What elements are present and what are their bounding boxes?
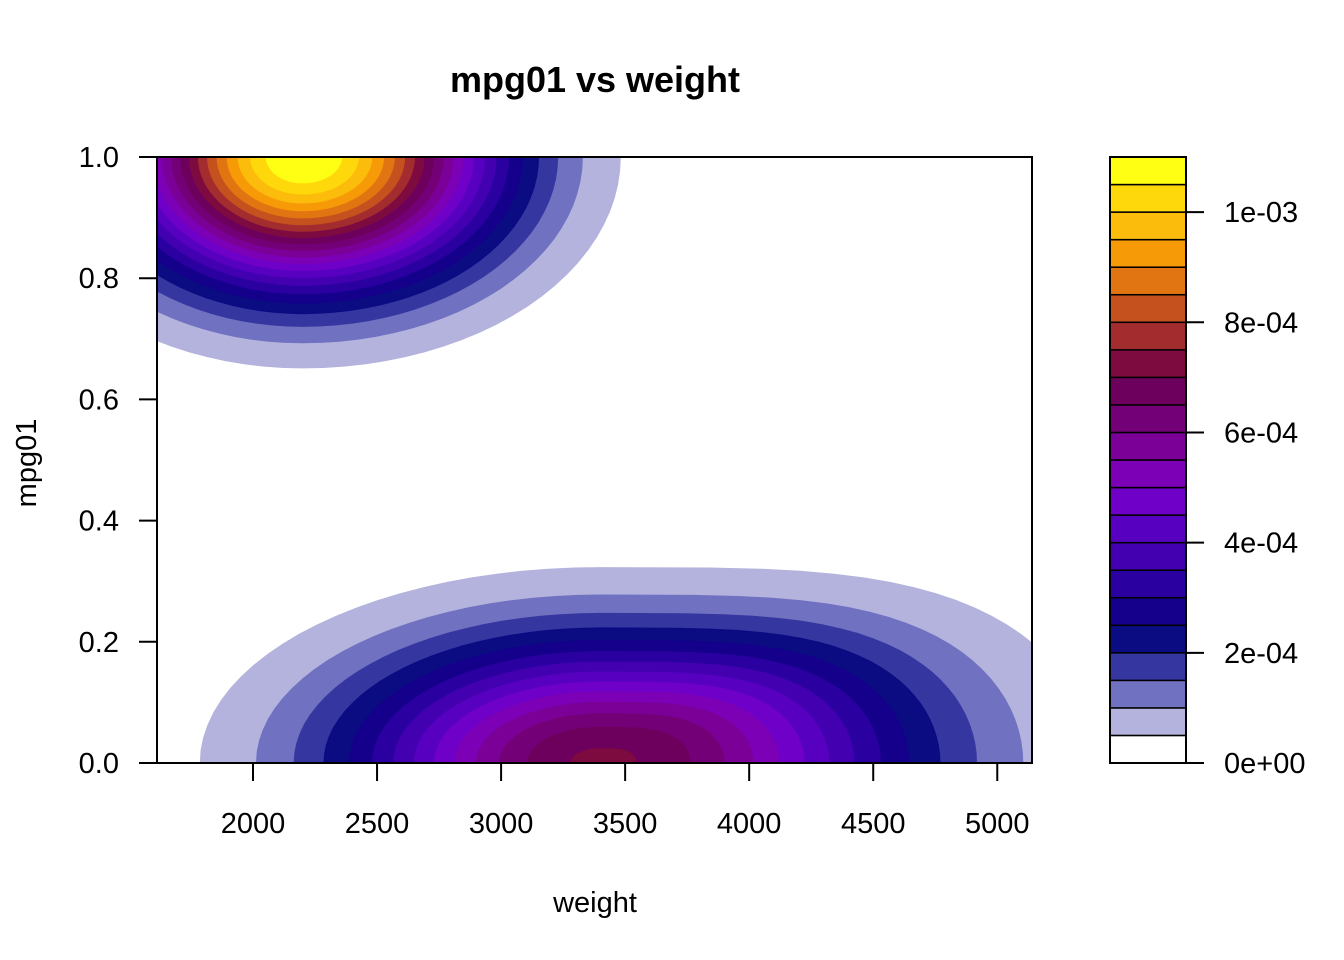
legend-swatch xyxy=(1109,624,1187,654)
legend-swatch xyxy=(1109,349,1187,379)
plot-area xyxy=(156,156,1033,764)
y-tick-label: 1.0 xyxy=(79,142,119,174)
legend-swatch xyxy=(1109,376,1187,406)
y-tick-label: 0.2 xyxy=(79,627,119,659)
legend-swatch xyxy=(1109,404,1187,434)
legend-swatch xyxy=(1109,293,1187,324)
x-tick-label: 2000 xyxy=(221,808,286,840)
upper-density xyxy=(157,157,621,369)
x-tick-label: 4000 xyxy=(717,808,782,840)
x-axis: 2000 2500 3000 3500 4000 4500 5000 xyxy=(221,763,1030,840)
plot-frame xyxy=(156,156,1033,764)
legend-swatch xyxy=(1109,321,1187,351)
x-tick-label: 3500 xyxy=(593,808,658,840)
legend-swatch xyxy=(1109,569,1187,599)
x-axis-label: weight xyxy=(552,887,637,919)
legend-swatch xyxy=(1109,266,1187,296)
legend-swatch xyxy=(1109,652,1187,682)
legend-swatch xyxy=(1109,486,1187,516)
color-legend: 0e+00 2e-04 4e-04 6e-04 8e-04 1e-03 xyxy=(1109,156,1305,780)
lower-density-level-14 xyxy=(570,748,637,763)
y-axis-label: mpg01 xyxy=(11,419,43,508)
lower-density-level-13 xyxy=(526,726,691,763)
upper-density-level-21 xyxy=(265,157,343,184)
legend-swatch xyxy=(1109,431,1187,461)
legend-tick-label: 4e-04 xyxy=(1224,528,1298,560)
legend-tick-label: 1e-03 xyxy=(1224,197,1298,229)
legend-frame xyxy=(1109,156,1187,764)
legend-swatch xyxy=(1109,156,1187,186)
legend-swatch xyxy=(1109,514,1187,544)
legend-swatch xyxy=(1109,679,1187,709)
y-tick-label: 0.8 xyxy=(79,263,119,295)
legend-swatch xyxy=(1109,707,1187,737)
chart-title: mpg01 vs weight xyxy=(450,59,740,100)
y-tick-label: 0.0 xyxy=(79,748,119,780)
legend-tick-label: 8e-04 xyxy=(1224,307,1298,339)
legend-swatch xyxy=(1109,238,1187,268)
x-tick-label: 3000 xyxy=(469,808,534,840)
legend-swatch xyxy=(1109,541,1187,571)
legend-swatch xyxy=(1109,183,1187,213)
legend-swatch xyxy=(1109,596,1187,627)
y-axis: 0.0 0.2 0.4 0.6 0.8 1.0 xyxy=(79,142,157,780)
x-tick-label: 4500 xyxy=(841,808,906,840)
x-tick-label: 5000 xyxy=(965,808,1030,840)
y-tick-label: 0.4 xyxy=(79,506,119,538)
legend-swatch xyxy=(1109,459,1187,489)
legend-swatch xyxy=(1109,211,1187,241)
legend-tick-label: 6e-04 xyxy=(1224,417,1298,449)
lower-density xyxy=(199,567,1032,763)
y-tick-label: 0.6 xyxy=(79,384,119,416)
legend-tick-label: 2e-04 xyxy=(1224,638,1298,670)
legend-tick-label: 0e+00 xyxy=(1224,748,1305,780)
x-tick-label: 2500 xyxy=(345,808,410,840)
legend-swatch xyxy=(1109,734,1187,764)
